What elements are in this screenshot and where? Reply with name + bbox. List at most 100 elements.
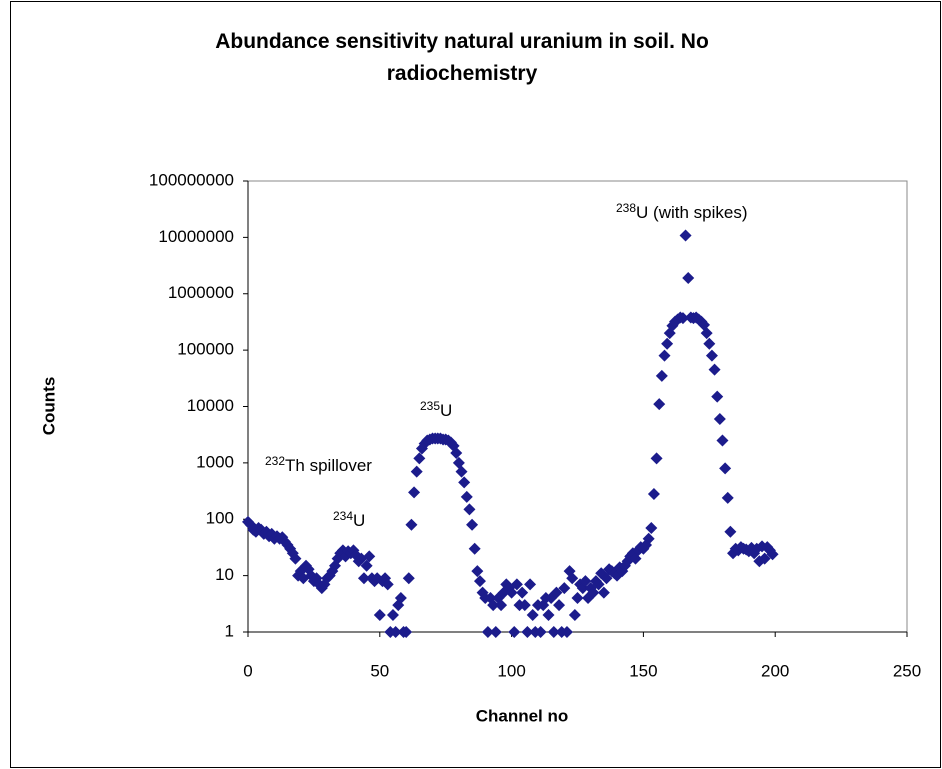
x-axis-label: Channel no <box>476 706 569 725</box>
data-point <box>653 398 666 411</box>
data-point <box>510 578 523 591</box>
data-point <box>389 626 402 638</box>
annotation: 238U (with spikes) <box>616 201 748 222</box>
x-tick-label: 200 <box>761 661 789 680</box>
x-tick-label: 250 <box>893 661 921 680</box>
annotation-text: U <box>353 511 365 530</box>
data-point <box>518 599 531 612</box>
data-point <box>521 626 534 638</box>
data-point <box>600 572 613 585</box>
annotation-superscript: 235 <box>420 399 440 413</box>
data-point <box>471 565 484 578</box>
data-point <box>495 599 508 612</box>
data-point <box>645 521 658 534</box>
annotation: 235U <box>420 399 452 420</box>
data-point <box>550 586 563 599</box>
data-point <box>363 550 376 563</box>
data-point <box>682 272 695 285</box>
data-point <box>452 456 465 469</box>
data-point <box>719 462 732 475</box>
data-point <box>408 486 421 499</box>
y-tick-label: 10000 <box>187 396 234 415</box>
data-point <box>597 586 610 599</box>
y-tick-label: 10000000 <box>158 227 234 246</box>
annotation-superscript: 234 <box>333 509 353 523</box>
data-point <box>373 609 386 622</box>
data-point <box>560 626 573 638</box>
data-point <box>679 229 692 242</box>
annotation: 232Th spillover <box>265 454 372 475</box>
data-point <box>413 452 426 465</box>
data-point <box>481 626 494 638</box>
data-point <box>402 572 415 585</box>
data-point <box>405 518 418 531</box>
data-point <box>289 552 302 565</box>
annotation: 234U <box>333 509 365 530</box>
data-point <box>661 337 674 350</box>
data-point <box>711 390 724 403</box>
data-point <box>524 578 537 591</box>
annotation-text: Th spillover <box>285 456 372 475</box>
plot-area <box>247 180 908 633</box>
data-point <box>553 599 566 612</box>
y-tick-label: 100000 <box>177 340 234 359</box>
data-point <box>489 626 502 638</box>
chart-title: Abundance sensitivity natural uranium in… <box>215 30 709 85</box>
y-tick-label: 1000 <box>196 452 234 471</box>
data-point <box>473 575 486 588</box>
data-point <box>381 578 394 591</box>
y-tick-label: 1000000 <box>168 283 234 302</box>
y-tick-label: 1 <box>225 621 234 640</box>
data-point <box>526 609 539 622</box>
annotation-text: U <box>440 401 452 420</box>
data-point <box>468 542 481 555</box>
y-axis-label: Counts <box>39 377 58 436</box>
chart-frame <box>10 1 941 768</box>
data-point <box>466 518 479 531</box>
data-point <box>463 503 476 516</box>
data-point <box>455 465 468 478</box>
data-point <box>655 369 668 382</box>
data-point <box>450 446 463 459</box>
x-tick-label: 150 <box>629 661 657 680</box>
data-point <box>676 312 689 325</box>
x-tick-label: 100 <box>497 661 525 680</box>
annotation-text: U (with spikes) <box>636 203 747 222</box>
data-point <box>571 592 584 605</box>
data-point <box>716 434 729 447</box>
data-point <box>642 532 655 545</box>
data-point <box>534 626 547 638</box>
data-point <box>568 609 581 622</box>
data-point <box>579 575 592 588</box>
data-point <box>360 559 373 572</box>
data-point <box>592 578 605 591</box>
data-point <box>357 572 370 585</box>
data-point <box>566 572 579 585</box>
data-point <box>703 337 716 350</box>
data-point <box>587 586 600 599</box>
data-point <box>410 465 423 478</box>
data-point <box>508 626 521 638</box>
data-point <box>658 349 671 362</box>
data-point <box>558 582 571 595</box>
data-point <box>700 327 713 340</box>
annotation-superscript: 232 <box>265 454 285 468</box>
data-point <box>487 599 500 612</box>
data-point <box>758 552 771 565</box>
annotation-superscript: 238 <box>616 201 636 215</box>
data-point <box>516 586 529 599</box>
data-point <box>394 592 407 605</box>
data-point <box>766 548 779 561</box>
data-point <box>460 490 473 503</box>
data-point <box>724 525 737 538</box>
data-point <box>708 363 721 376</box>
data-point <box>400 626 413 638</box>
data-point <box>650 452 663 465</box>
data-point <box>647 488 660 501</box>
data-point <box>458 476 471 489</box>
data-point <box>386 609 399 622</box>
data-point <box>721 491 734 504</box>
data-point <box>705 349 718 362</box>
data-point <box>547 626 560 638</box>
